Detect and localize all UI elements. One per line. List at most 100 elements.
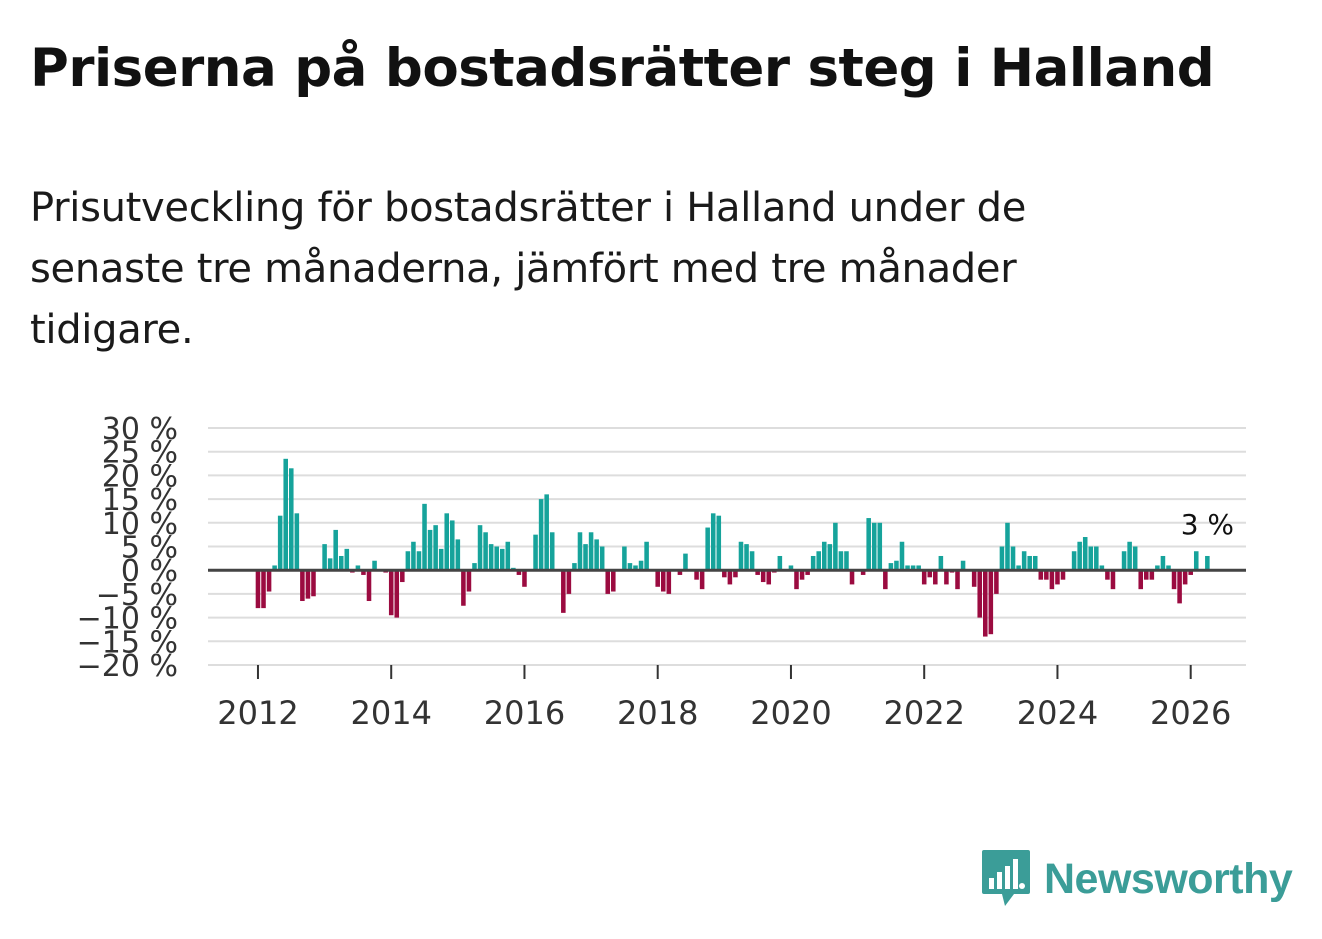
bar xyxy=(733,570,738,578)
x-tick-label: 2016 xyxy=(484,694,565,730)
y-tick-label: −5 % xyxy=(96,578,178,613)
bar xyxy=(261,570,266,609)
bar xyxy=(322,544,327,571)
bar xyxy=(799,570,805,580)
bar xyxy=(566,570,572,594)
bar xyxy=(561,570,566,613)
bar xyxy=(572,563,577,571)
bar xyxy=(760,570,766,583)
y-tick-label: 10 % xyxy=(102,507,178,542)
bar xyxy=(821,541,827,571)
bar xyxy=(777,555,783,571)
bar xyxy=(255,570,261,609)
bar xyxy=(388,570,394,616)
bar xyxy=(366,570,372,602)
bar xyxy=(727,570,733,585)
bar xyxy=(705,527,710,571)
y-tick-label: 0 % xyxy=(121,554,178,589)
x-axis: 2012 2014 2016 2018 2020 2022 2024 2026 xyxy=(217,665,1231,730)
bar xyxy=(944,570,949,585)
bar xyxy=(538,499,544,571)
bar xyxy=(594,539,599,571)
bar xyxy=(1049,570,1055,590)
bar xyxy=(1138,570,1144,590)
bar xyxy=(1166,565,1171,571)
bar xyxy=(916,565,921,571)
bar xyxy=(1010,546,1016,571)
bar xyxy=(883,570,888,590)
x-tick-label: 2014 xyxy=(350,694,431,730)
chart-subtitle: Prisutveckling för bostadsrätter i Halla… xyxy=(30,185,1027,353)
x-tick-label: 2012 xyxy=(217,694,298,730)
bar xyxy=(294,513,300,571)
bar-chart: 30 %25 %20 %15 %10 %5 %0 %−5 %−10 %−15 %… xyxy=(77,412,1246,730)
bar xyxy=(905,565,910,571)
bar xyxy=(716,515,722,571)
bar xyxy=(488,544,494,571)
bar xyxy=(605,570,611,594)
bar xyxy=(266,570,272,592)
y-tick-label: 15 % xyxy=(102,483,178,518)
bar xyxy=(627,563,633,571)
bar xyxy=(744,544,749,571)
bar xyxy=(660,570,666,592)
bar xyxy=(844,551,849,571)
bar xyxy=(1060,570,1066,580)
x-tick-label: 2020 xyxy=(750,694,831,730)
bar xyxy=(816,551,821,571)
bar xyxy=(921,570,927,585)
bar xyxy=(1005,522,1010,571)
bar xyxy=(1155,565,1160,571)
bar xyxy=(927,570,933,578)
bar xyxy=(588,532,594,571)
bar xyxy=(971,570,977,587)
bar xyxy=(400,570,405,583)
x-tick-label: 2022 xyxy=(883,694,964,730)
bar xyxy=(755,570,760,575)
bar xyxy=(1193,551,1199,571)
bar xyxy=(960,560,966,571)
bar xyxy=(549,532,555,571)
bar xyxy=(644,541,649,571)
bar xyxy=(794,570,799,590)
bar xyxy=(933,570,938,585)
newsworthy-logo: Newsworthy xyxy=(980,848,1300,910)
bar xyxy=(1099,565,1105,571)
bar xyxy=(499,548,505,571)
bar xyxy=(1110,570,1116,590)
bar xyxy=(455,539,461,571)
bar xyxy=(544,494,549,571)
bar xyxy=(805,570,810,575)
bar xyxy=(838,551,844,571)
y-tick-label: −10 % xyxy=(77,602,178,637)
y-tick-label: 5 % xyxy=(121,531,178,566)
bar xyxy=(1055,570,1060,585)
bar xyxy=(1082,537,1088,571)
bar xyxy=(599,546,605,571)
bar xyxy=(1071,551,1077,571)
bar xyxy=(994,570,999,594)
bar xyxy=(477,525,483,571)
bar xyxy=(461,570,466,606)
bar xyxy=(344,548,350,571)
bar xyxy=(577,532,583,571)
bar xyxy=(910,565,916,571)
bar xyxy=(444,513,450,571)
bar xyxy=(355,565,361,571)
x-tick-label: 2024 xyxy=(1017,694,1098,730)
bar xyxy=(1038,570,1044,580)
bar xyxy=(277,515,283,571)
bar xyxy=(611,570,616,592)
x-tick-label: 2018 xyxy=(617,694,698,730)
bar xyxy=(694,570,699,580)
bar xyxy=(305,570,311,599)
bar xyxy=(283,458,288,571)
bar xyxy=(361,570,366,575)
bar xyxy=(1132,546,1138,571)
y-tick-label: −20 % xyxy=(77,649,178,684)
bar xyxy=(505,541,511,571)
bar xyxy=(450,520,455,571)
bar xyxy=(394,570,400,618)
bar xyxy=(433,525,438,571)
bar xyxy=(699,570,705,590)
